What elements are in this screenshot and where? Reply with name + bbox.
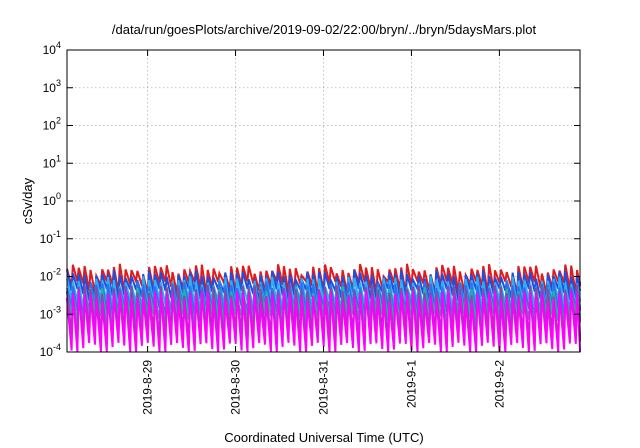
series-line (66, 290, 581, 353)
y-tick-label: 103 (43, 78, 61, 95)
x-tick-label: 2019-9-1 (404, 360, 418, 408)
x-tick-label: 2019-8-30 (229, 360, 243, 415)
x-tick-label: 2019-9-2 (492, 360, 506, 408)
y-tick-label: 104 (43, 40, 61, 57)
x-tick-label: 2019-8-29 (141, 360, 155, 415)
y-tick-label: 101 (43, 153, 61, 170)
series-group (66, 263, 581, 353)
chart-title: /data/run/goesPlots/archive/2019-09-02/2… (112, 22, 537, 37)
y-tick-label: 102 (43, 116, 61, 133)
y-tick-label: 100 (43, 191, 61, 208)
x-axis-label: Coordinated Universal Time (UTC) (224, 430, 423, 445)
y-axis-label: cSv/day (20, 177, 35, 224)
y-tick-label: 10-3 (40, 304, 61, 321)
y-tick-label: 10-2 (40, 267, 61, 284)
y-tick-label: 10-1 (40, 229, 61, 246)
x-axis: 2019-8-29 2019-8-30 2019-8-31 2019-9-1 2019-… (141, 50, 506, 415)
y-tick-label: 10-4 (40, 342, 61, 359)
x-tick-label: 2019-8-31 (317, 360, 331, 415)
